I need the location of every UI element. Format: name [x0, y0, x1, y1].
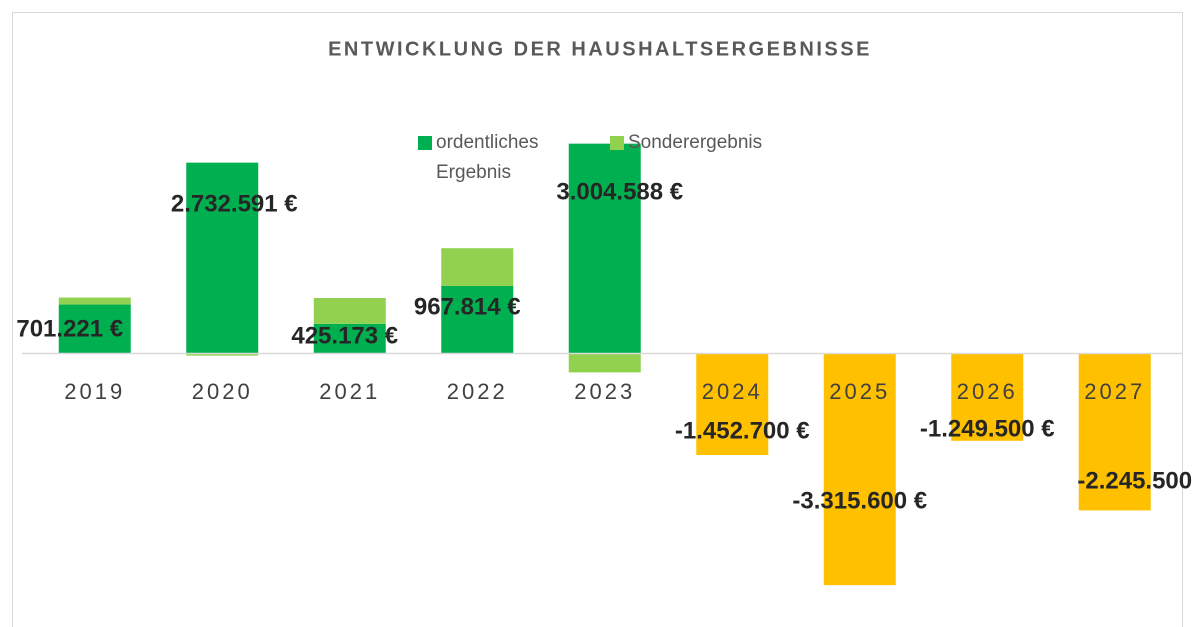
- bar: [58, 304, 131, 354]
- data-label: -3.315.600 €: [792, 487, 927, 514]
- data-label: 3.004.588 €: [556, 178, 683, 205]
- x-tick-label: 2020: [192, 379, 253, 404]
- x-tick-label: 2025: [829, 379, 890, 404]
- data-label: -1.249.500 €: [920, 415, 1055, 442]
- bar: [313, 297, 386, 324]
- bar: [951, 353, 1024, 441]
- bar: [696, 353, 769, 456]
- bar: [313, 323, 386, 354]
- bar: [186, 353, 259, 356]
- bar: [568, 353, 641, 373]
- data-label: 967.814 €: [414, 293, 521, 320]
- bar: [1078, 353, 1151, 511]
- x-tick-label: 2024: [702, 379, 763, 404]
- bar: [568, 143, 641, 354]
- bar: [823, 353, 896, 586]
- legend-label: Sonderergebnis: [628, 132, 763, 153]
- data-label: -2.245.500 €: [1077, 467, 1194, 494]
- chart-border: [12, 12, 1183, 627]
- data-label: -1.452.700 €: [675, 417, 810, 444]
- bar: [441, 248, 514, 286]
- x-tick-label: 2022: [447, 379, 508, 404]
- x-tick-label: 2019: [64, 379, 125, 404]
- data-label: 701.221 €: [16, 315, 123, 342]
- bar: [186, 162, 259, 354]
- legend-swatch: [418, 136, 432, 150]
- data-label: 425.173 €: [291, 322, 398, 349]
- x-tick-label: 2021: [319, 379, 380, 404]
- bar: [441, 285, 514, 354]
- chart-title: ENTWICKLUNG DER HAUSHALTSERGEBNISSE: [328, 38, 872, 60]
- x-tick-label: 2027: [1084, 379, 1145, 404]
- legend-swatch: [610, 136, 624, 150]
- bar: [58, 297, 131, 305]
- x-tick-label: 2023: [574, 379, 635, 404]
- legend-label: ordentliches Ergebnis: [436, 132, 539, 183]
- x-tick-label: 2026: [957, 379, 1018, 404]
- data-label: 2.732.591 €: [171, 190, 298, 217]
